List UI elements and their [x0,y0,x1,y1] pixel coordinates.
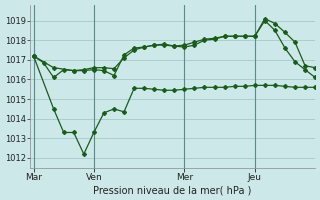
X-axis label: Pression niveau de la mer( hPa ): Pression niveau de la mer( hPa ) [93,185,252,195]
